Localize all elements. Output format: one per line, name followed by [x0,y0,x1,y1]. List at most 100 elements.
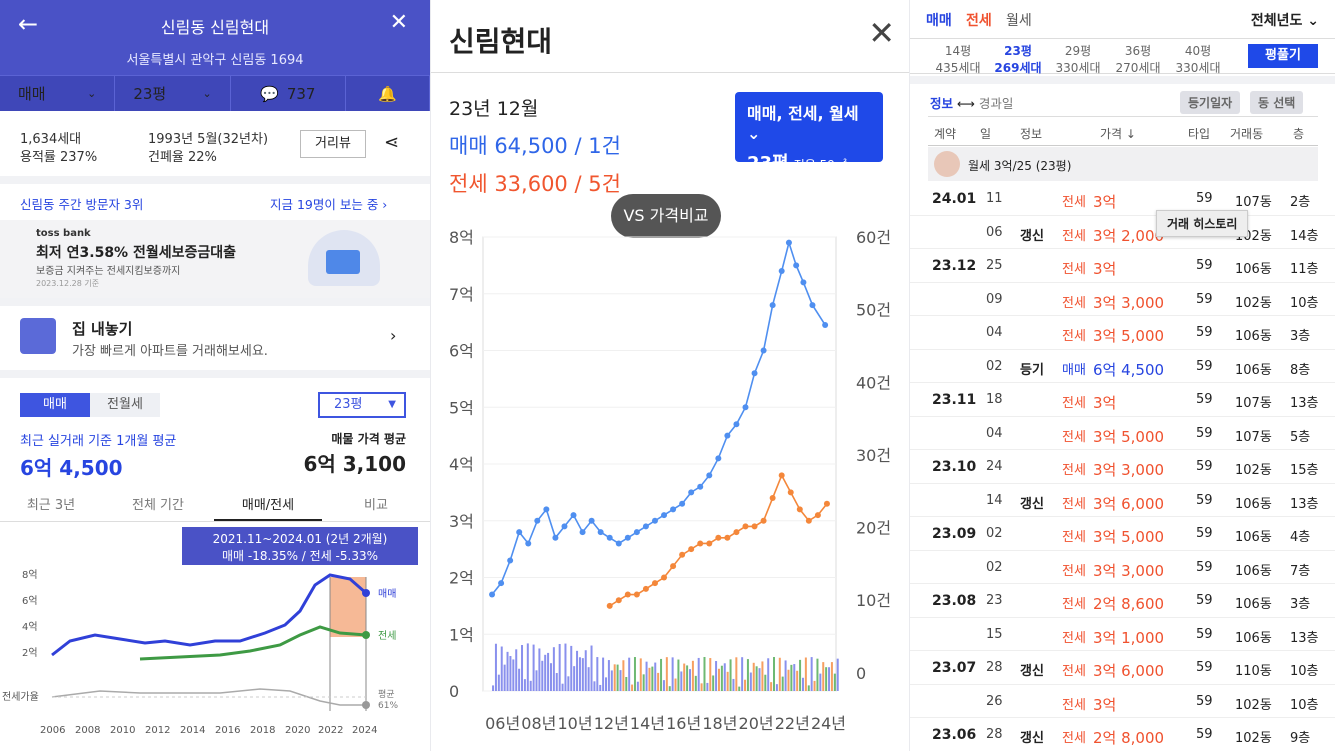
table-row[interactable]: 04 전세 3억 5,000 59 106동 3층 [910,316,1335,350]
viewers-now[interactable]: 지금 19명이 보는 중 › [270,197,388,212]
divider [910,76,1335,84]
data-point [670,506,677,513]
visitor-rank[interactable]: 신림동 주간 방문자 3위 [20,197,144,212]
table-row[interactable]: 23.09 02 전세 3억 5,000 59 106동 4층 [910,517,1335,551]
share-icon[interactable]: ⋖ [384,132,400,153]
month-cell: 23.12 [932,258,977,274]
sub-toggle[interactable]: 정보 ⟷ 경과일 [930,93,1013,112]
building-select-chip[interactable]: 동 선택 [1250,91,1304,114]
tab-sale[interactable]: 매매 [926,13,952,29]
col-price[interactable]: 가격 ↓ [1100,127,1136,141]
type-cell: 59 [1196,392,1213,407]
table-row[interactable]: 26 전세 3억 59 102동 10층 [910,685,1335,718]
close-icon[interactable]: ✕ [868,14,895,52]
kind-cell: 전세 [1062,597,1086,612]
size-tab-14[interactable]: 14평 435세대 [928,42,988,76]
volume-bar [642,674,645,691]
tab-recent-3y[interactable]: 최근 3년 [26,498,76,513]
y-tick-right: 10건 [856,591,891,610]
viewers-now-label: 지금 19명이 보는 중 [270,197,379,212]
reg-date-chip[interactable]: 등기일자 [1180,91,1241,114]
table-row[interactable]: 23.08 23 전세 2억 8,600 59 106동 3층 [910,584,1335,618]
close-icon[interactable]: ✕ [389,10,408,35]
ratio-label: 전세가율 [2,691,39,703]
floor-cell: 9층 [1290,731,1311,746]
ad-banner[interactable]: toss bank 최저 연3.58% 전월세보증금대출 보증금 지켜주는 전세… [0,220,430,298]
tab-all-period[interactable]: 전체 기간 [132,498,184,513]
trade-select[interactable]: 매매 ⌄ [0,76,116,111]
tab-monthly[interactable]: 월세 [1006,13,1032,29]
sell-title[interactable]: 집 내놓기 [72,320,133,338]
street-view-button[interactable]: 거리뷰 [300,130,366,158]
volume-bar [619,670,622,691]
data-point [805,517,812,524]
table-row[interactable]: 02 전세 3억 3,000 59 106동 7층 [910,551,1335,584]
filter-button[interactable]: 매매, 전세, 월세 ⌄ 23평 전용 59㎡ [735,92,883,174]
table-row[interactable]: 15 전세 3억 1,000 59 106동 13층 [910,618,1335,651]
volume-bar [494,643,497,691]
filter-size-label: 23평 [747,153,789,174]
data-point [751,523,758,530]
data-point [706,540,713,547]
page-title: 신림동 신림현대 [160,18,270,37]
building-cell: 102동 [1235,697,1272,713]
type-cell: 59 [1196,693,1213,709]
size-tab-29[interactable]: 29평 330세대 [1048,42,1108,76]
table-row[interactable]: 23.12 25 전세 3억 59 106동 11층 [910,249,1335,283]
size-tab-36[interactable]: 36평 270세대 [1108,42,1168,76]
trade-label: 매매 [18,85,46,103]
data-point [760,517,767,524]
period-tabs: 최근 3년 전체 기간 매매/전세 비교 [0,490,430,522]
table-row[interactable]: 23.10 24 전세 3억 3,000 59 102동 15층 [910,450,1335,484]
size-label: 23평 [133,85,167,103]
comments-button[interactable]: 💬 737 [231,76,346,111]
table-row[interactable]: 04 전세 3억 5,000 59 107동 5층 [910,417,1335,450]
size-tab-40[interactable]: 40평 330세대 [1168,42,1228,76]
selected-month: 23년 12월 [449,98,539,120]
period-label: 전체년도 [1250,13,1303,29]
period-dropdown[interactable]: 전체년도 ⌄ [1251,10,1319,30]
volume-bar [529,680,532,691]
kind-cell: 전세 [1062,496,1086,512]
tab-jeonse[interactable]: 전세 [966,13,992,29]
volume-bar [778,657,781,691]
table-row[interactable]: 23.07 28 갱신 전세 3억 6,000 59 110동 10층 [910,651,1335,685]
data-point [706,472,713,479]
table-row[interactable]: 09 전세 3억 3,000 59 102동 10층 [910,283,1335,316]
transaction-list-panel: 매매 전세 월세 전체년도 ⌄ 14평 435세대 23평 269세대 29평 330… [910,0,1335,751]
plan-button[interactable]: 평풀기 [1248,44,1318,68]
floor-cell: 14층 [1290,228,1319,244]
type-cell: 59 [1196,526,1213,541]
back-arrow-icon[interactable]: ← [18,10,39,38]
volume-bar [764,674,767,691]
tab-rent[interactable]: 전월세 [90,393,160,417]
table-row[interactable]: 14 갱신 전세 3억 6,000 59 106동 13층 [910,484,1335,517]
chevron-right-icon[interactable]: › [390,326,397,345]
y-tick-right: 0 [856,664,866,683]
header-nav: 매매 ⌄ 23평 ⌄ 💬 737 🔔 [0,75,430,111]
table-row[interactable]: 23.11 18 전세 3억 59 107동 13층 [910,383,1335,417]
data-point [715,534,722,541]
alert-button[interactable]: 🔔 [346,76,430,111]
data-point [769,495,776,502]
size-tab-label: 29평 [1064,44,1092,58]
size-tab-units: 270세대 [1115,61,1161,75]
compare-button[interactable]: VS 가격비교 [611,194,721,238]
tab-compare[interactable]: 비교 [364,498,388,513]
data-point [606,602,613,609]
pinned-row[interactable]: 월세 3억/25 (23평) [928,147,1318,181]
volume-bar [680,671,683,691]
tab-sale-jeonse[interactable]: 매매/전세 [214,490,322,521]
size-dropdown[interactable]: 23평 ▼ [318,392,406,418]
table-row[interactable]: 02 등기 매매 6억 4,500 59 106동 8층 [910,350,1335,383]
tab-sale[interactable]: 매매 [20,393,90,417]
history-tooltip: 거래 히스토리 [1156,210,1249,237]
sale-line [51,573,367,657]
table-row[interactable]: 23.06 28 갱신 전세 2억 8,000 59 102동 9층 [910,718,1335,751]
size-select[interactable]: 23평 ⌄ [115,76,231,111]
size-tab-23[interactable]: 23평 269세대 [988,42,1048,76]
big-price-chart[interactable]: 8억 7억 6억 5억 4억 3억 2억 1억 0 60건 50건 40건 30건 20건 10건 0 06년 0… [431,215,909,751]
table-row[interactable]: 24.01 11 전세 3억 59 107동 2층 [910,182,1335,216]
mini-price-chart[interactable]: 8억 6억 4억 2억 매매 전세 전세가율 평균 61% 2006 2008 … [0,565,430,751]
